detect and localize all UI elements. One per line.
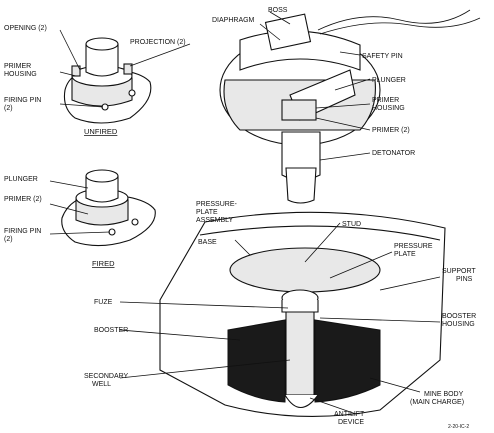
label-firing-pin-fired: FIRING PIN (2) bbox=[4, 228, 43, 243]
label-diaphragm: DIAPHRAGM bbox=[212, 17, 255, 24]
figure-code: 2-20-IC-2 bbox=[448, 424, 469, 430]
caption-fired: FIRED bbox=[92, 259, 115, 268]
label-antilift-device-line1: ANTILIFT bbox=[334, 411, 365, 418]
label-primer-housing-top: PRIMER HOUSING bbox=[372, 97, 405, 112]
label-pressure-plate-assembly-line3: ASSEMBLY bbox=[196, 217, 234, 224]
label-mine-body-line1: MINE BODY bbox=[424, 391, 464, 398]
fired-fuze-drawing bbox=[61, 169, 156, 247]
label-support-pins-line2: PINS bbox=[456, 276, 473, 283]
label-primer-housing-unfired-line2: HOUSING bbox=[4, 71, 37, 78]
leader-lines bbox=[49, 11, 441, 415]
label-mine-body: MINE BODY (MAIN CHARGE) bbox=[410, 391, 465, 406]
label-booster: BOOSTER bbox=[94, 327, 128, 334]
label-firing-pin-unfired-line2: (2) bbox=[4, 105, 13, 112]
label-pressure-plate: PRESSURE PLATE bbox=[394, 243, 434, 258]
label-primer-housing-top-line1: PRIMER bbox=[372, 97, 399, 104]
label-booster-housing-line2: HOUSING bbox=[442, 321, 475, 328]
label-detonator: DETONATOR bbox=[372, 150, 415, 157]
label-primer-housing-unfired: PRIMER HOUSING bbox=[4, 63, 37, 78]
label-pressure-plate-assembly-line2: PLATE bbox=[196, 209, 218, 216]
label-base: BASE bbox=[198, 239, 217, 246]
label-booster-housing: BOOSTER HOUSING bbox=[442, 313, 478, 328]
label-firing-pin-unfired-line1: FIRING PIN bbox=[4, 97, 41, 104]
cutaway-fuze-drawing bbox=[219, 9, 481, 204]
label-plunger-top: PLUNGER bbox=[372, 77, 406, 84]
label-firing-pin-unfired: FIRING PIN (2) bbox=[4, 97, 43, 112]
label-plunger-fired: PLUNGER bbox=[4, 176, 38, 183]
label-booster-housing-line1: BOOSTER bbox=[442, 313, 476, 320]
label-secondary-well-line2: WELL bbox=[92, 381, 111, 388]
label-primer-fired: PRIMER (2) bbox=[4, 196, 42, 203]
label-safety-pin: SAFETY PIN bbox=[362, 53, 403, 60]
label-boss: BOSS bbox=[268, 7, 288, 14]
label-firing-pin-fired-line1: FIRING PIN bbox=[4, 228, 41, 235]
label-mine-body-line2: (MAIN CHARGE) bbox=[410, 399, 464, 406]
caption-unfired: UNFIRED bbox=[84, 127, 118, 136]
label-pressure-plate-assembly-line1: PRESSURE- bbox=[196, 201, 238, 208]
label-antilift-device-line2: DEVICE bbox=[338, 419, 364, 426]
unfired-fuze-drawing bbox=[63, 37, 152, 124]
mine-body-drawing bbox=[159, 211, 446, 417]
label-fuze: FUZE bbox=[94, 299, 113, 306]
label-firing-pin-fired-line2: (2) bbox=[4, 236, 13, 243]
label-secondary-well-line1: SECONDARY bbox=[84, 373, 129, 380]
label-antilift-device: ANTILIFT DEVICE bbox=[334, 411, 366, 426]
label-pressure-plate-line2: PLATE bbox=[394, 251, 416, 258]
label-pressure-plate-line1: PRESSURE bbox=[394, 243, 433, 250]
label-primer-housing-unfired-line1: PRIMER bbox=[4, 63, 31, 70]
label-support-pins: SUPPORT PINS bbox=[442, 268, 478, 283]
label-secondary-well: SECONDARY WELL bbox=[84, 373, 130, 388]
label-opening: OPENING (2) bbox=[4, 25, 47, 32]
label-support-pins-line1: SUPPORT bbox=[442, 268, 476, 275]
label-projection: PROJECTION (2) bbox=[130, 39, 186, 46]
label-pressure-plate-assembly: PRESSURE- PLATE ASSEMBLY bbox=[196, 201, 239, 224]
label-primer-top: PRIMER (2) bbox=[372, 127, 410, 134]
label-stud: STUD bbox=[342, 221, 361, 228]
label-primer-housing-top-line2: HOUSING bbox=[372, 105, 405, 112]
